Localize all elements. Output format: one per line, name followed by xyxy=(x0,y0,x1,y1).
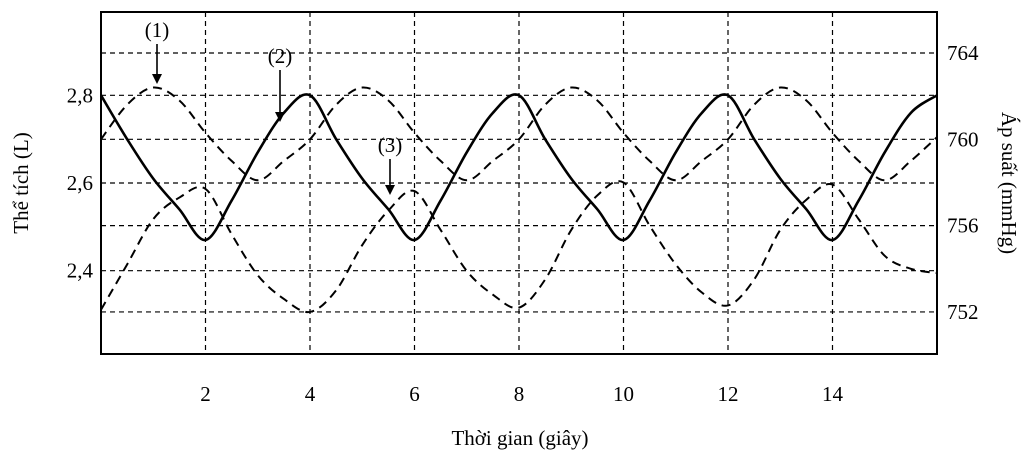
x-tick-label: 6 xyxy=(409,382,420,406)
data-line xyxy=(100,180,938,314)
arrow-head xyxy=(275,112,285,122)
arrow-head xyxy=(385,185,395,195)
plot-frame xyxy=(100,11,938,355)
arrow-head xyxy=(152,74,162,84)
data-line xyxy=(100,86,938,182)
series-label: (1) xyxy=(145,18,170,42)
y-tick-label: 2,8 xyxy=(67,83,93,107)
x-tick-label: 8 xyxy=(514,382,525,406)
x-tick-label: 12 xyxy=(718,382,739,406)
y2-tick-label: 764 xyxy=(947,41,979,65)
y2-axis-label: Áp suất (mmHg) xyxy=(997,112,1021,254)
x-tick-label: 2 xyxy=(200,382,211,406)
x-tick-label: 10 xyxy=(613,382,634,406)
y-tick-label: 2,6 xyxy=(67,171,93,195)
data-line xyxy=(99,93,938,242)
y2-tick-label: 760 xyxy=(947,127,979,151)
y-tick-label: 2,4 xyxy=(67,259,94,283)
x-tick-label: 14 xyxy=(822,382,844,406)
series-label: (3) xyxy=(378,133,403,157)
series-label: (2) xyxy=(268,44,293,68)
x-axis-label: Thời gian (giây) xyxy=(451,426,588,450)
y2-tick-label: 752 xyxy=(947,300,979,324)
y-axis-label: Thể tích (L) xyxy=(9,132,33,233)
y2-tick-label: 756 xyxy=(947,214,979,238)
x-tick-label: 4 xyxy=(305,382,316,406)
